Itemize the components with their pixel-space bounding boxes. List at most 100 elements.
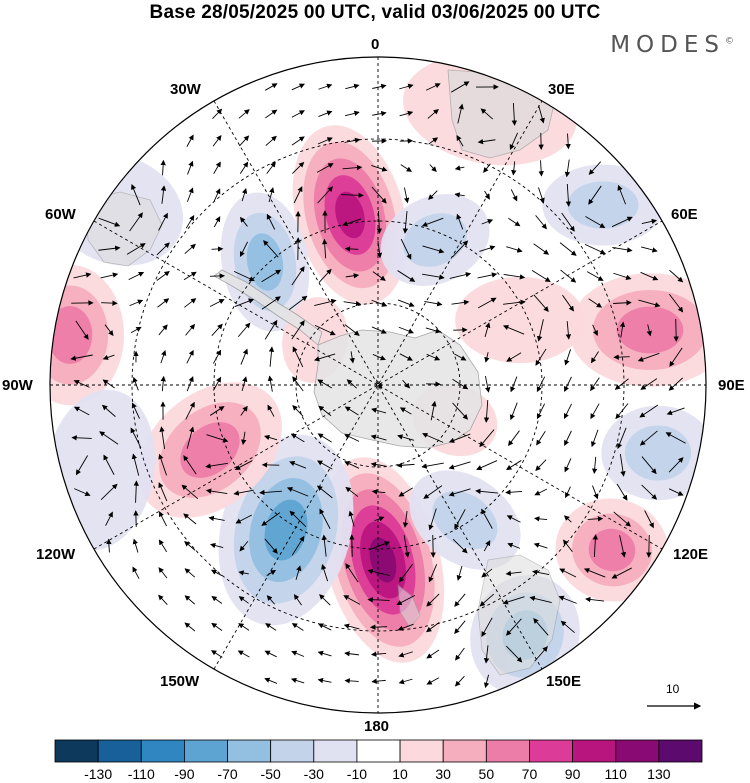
vector-scale-label: 10 [666,682,680,696]
wind-arrow [206,434,229,443]
wind-arrow [290,433,305,443]
wind-arrow [613,511,631,527]
wind-arrow [129,299,144,307]
wind-arrow [239,161,249,174]
wind-arrow [611,216,633,228]
wind-arrow [457,103,464,124]
wind-arrow [241,188,248,202]
wind-arrow [510,376,518,393]
wind-arrow [293,186,303,204]
lon-label-30w: 30W [170,81,201,98]
wind-arrow [536,319,544,342]
wind-arrow [448,433,471,443]
copyright-mark: © [725,36,734,47]
anomaly-contour [588,528,636,572]
wind-arrow [507,542,521,549]
colorbar-swatch [485,739,530,763]
colorbar-tick-label: -10 [346,766,368,782]
wind-arrow [159,511,167,527]
lon-label-150w: 150W [160,673,200,690]
wind-arrow [590,351,599,364]
wind-arrow [481,617,493,637]
wind-arrow [213,216,221,228]
latitude-circle [131,138,625,632]
wind-arrow [402,211,409,234]
wind-arrow [590,403,600,420]
wind-arrow [481,219,494,225]
wind-arrow [371,299,388,307]
wind-arrow [617,184,626,205]
wind-arrow [318,268,332,283]
wind-arrow [344,137,361,144]
wind-arrow [421,217,444,227]
wind-arrow [565,321,572,340]
wind-arrow [640,271,659,281]
wind-arrow [535,215,547,230]
wind-arrow [289,510,307,528]
wind-arrow [398,563,413,583]
wind-arrow [641,218,658,225]
wind-arrow [585,596,605,603]
wind-arrow [238,109,250,119]
wind-arrow [346,379,357,389]
wind-arrow [641,246,658,253]
wind-arrow [234,298,255,307]
wind-arrow [184,243,196,254]
wind-arrow [590,377,600,392]
wind-arrow [187,160,194,175]
wind-arrow [316,485,333,499]
wind-arrow [314,324,336,336]
wind-arrow [184,541,196,551]
wind-arrow [505,618,522,636]
wind-arrow [538,160,544,177]
colorbar-tick-label: -130 [84,766,113,782]
wind-arrow [646,324,652,337]
wind-arrow [399,83,414,90]
wind-arrow [372,83,387,90]
wind-arrow [430,534,436,558]
wind-arrow [213,161,221,175]
wind-arrow [212,108,223,119]
wind-arrow [98,217,121,227]
wind-arrow [266,213,276,230]
wind-arrow [483,399,490,423]
wind-arrow [559,568,577,578]
wind-arrow [454,353,467,361]
wind-arrow [266,569,277,576]
wind-arrow [506,515,521,523]
wind-arrow [292,161,305,174]
colorbar-tick-label: 130 [647,766,671,782]
wind-arrow [102,354,115,360]
wind-arrow [619,321,626,338]
wind-arrow [211,622,223,631]
wind-arrow [181,484,199,500]
wind-arrow [211,246,224,252]
wind-arrow [484,352,490,363]
colorbar-swatch [399,739,444,763]
wind-arrow [208,515,225,522]
wind-arrow [427,108,439,119]
wind-arrow [564,458,572,473]
wind-arrow [265,135,277,146]
wind-arrow [479,593,495,607]
wind-arrow [483,540,491,552]
wind-arrow [104,324,114,337]
wind-arrow [564,376,572,392]
wind-arrow [481,508,493,529]
wind-arrow [371,407,387,414]
colorbar-swatch [442,739,487,763]
wind-arrow [158,324,168,336]
wind-arrow [454,165,465,171]
wind-arrow [534,646,548,662]
wind-arrow [371,186,387,204]
wind-arrow [508,430,520,447]
wind-arrow [479,245,496,252]
wind-arrow [205,488,228,495]
wind-arrow [343,300,362,307]
wind-arrow [397,270,416,282]
map-disc [50,57,706,713]
wind-arrow [533,618,549,636]
wind-arrow [454,192,465,198]
wind-arrow [502,325,525,335]
antarctic-peninsula [213,269,323,346]
